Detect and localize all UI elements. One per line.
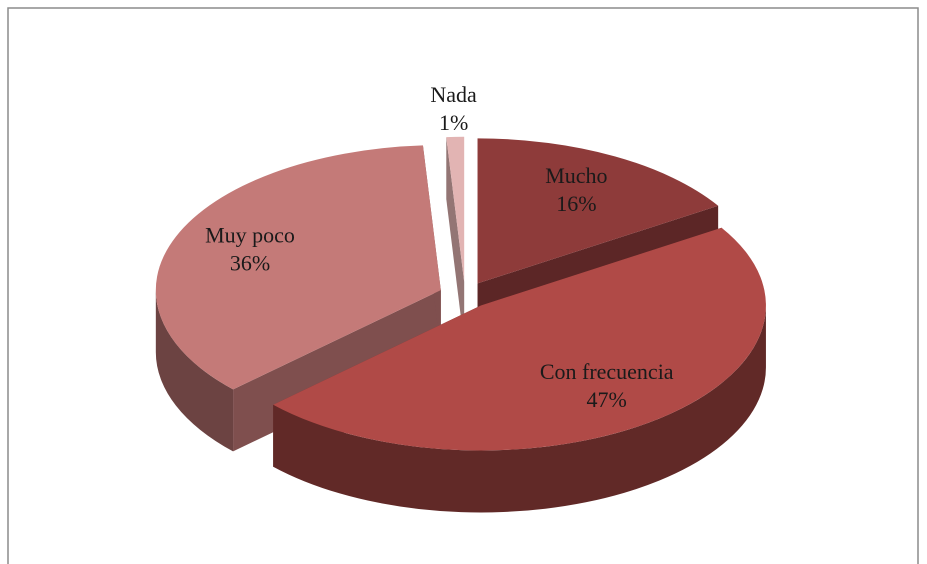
slice-top xyxy=(155,145,441,390)
slice-label: Nada xyxy=(430,82,477,107)
slice xyxy=(446,136,465,344)
slice-top xyxy=(446,136,465,282)
slice-outer-side xyxy=(155,290,234,452)
slice-top xyxy=(477,138,719,284)
slice-cut-side xyxy=(446,137,465,344)
slice-value-label: 1% xyxy=(439,110,468,135)
slice-label: Mucho xyxy=(545,163,607,188)
slice-value-label: 16% xyxy=(556,191,596,216)
slice-value-label: 47% xyxy=(587,387,627,412)
slice-outer-side xyxy=(273,305,766,513)
slice-label: Muy poco xyxy=(205,223,295,248)
chart-frame xyxy=(7,7,919,564)
slice-value-label: 36% xyxy=(230,251,270,276)
slice xyxy=(273,227,766,513)
slice-label: Con frecuencia xyxy=(540,359,674,384)
slice-top xyxy=(273,227,766,451)
